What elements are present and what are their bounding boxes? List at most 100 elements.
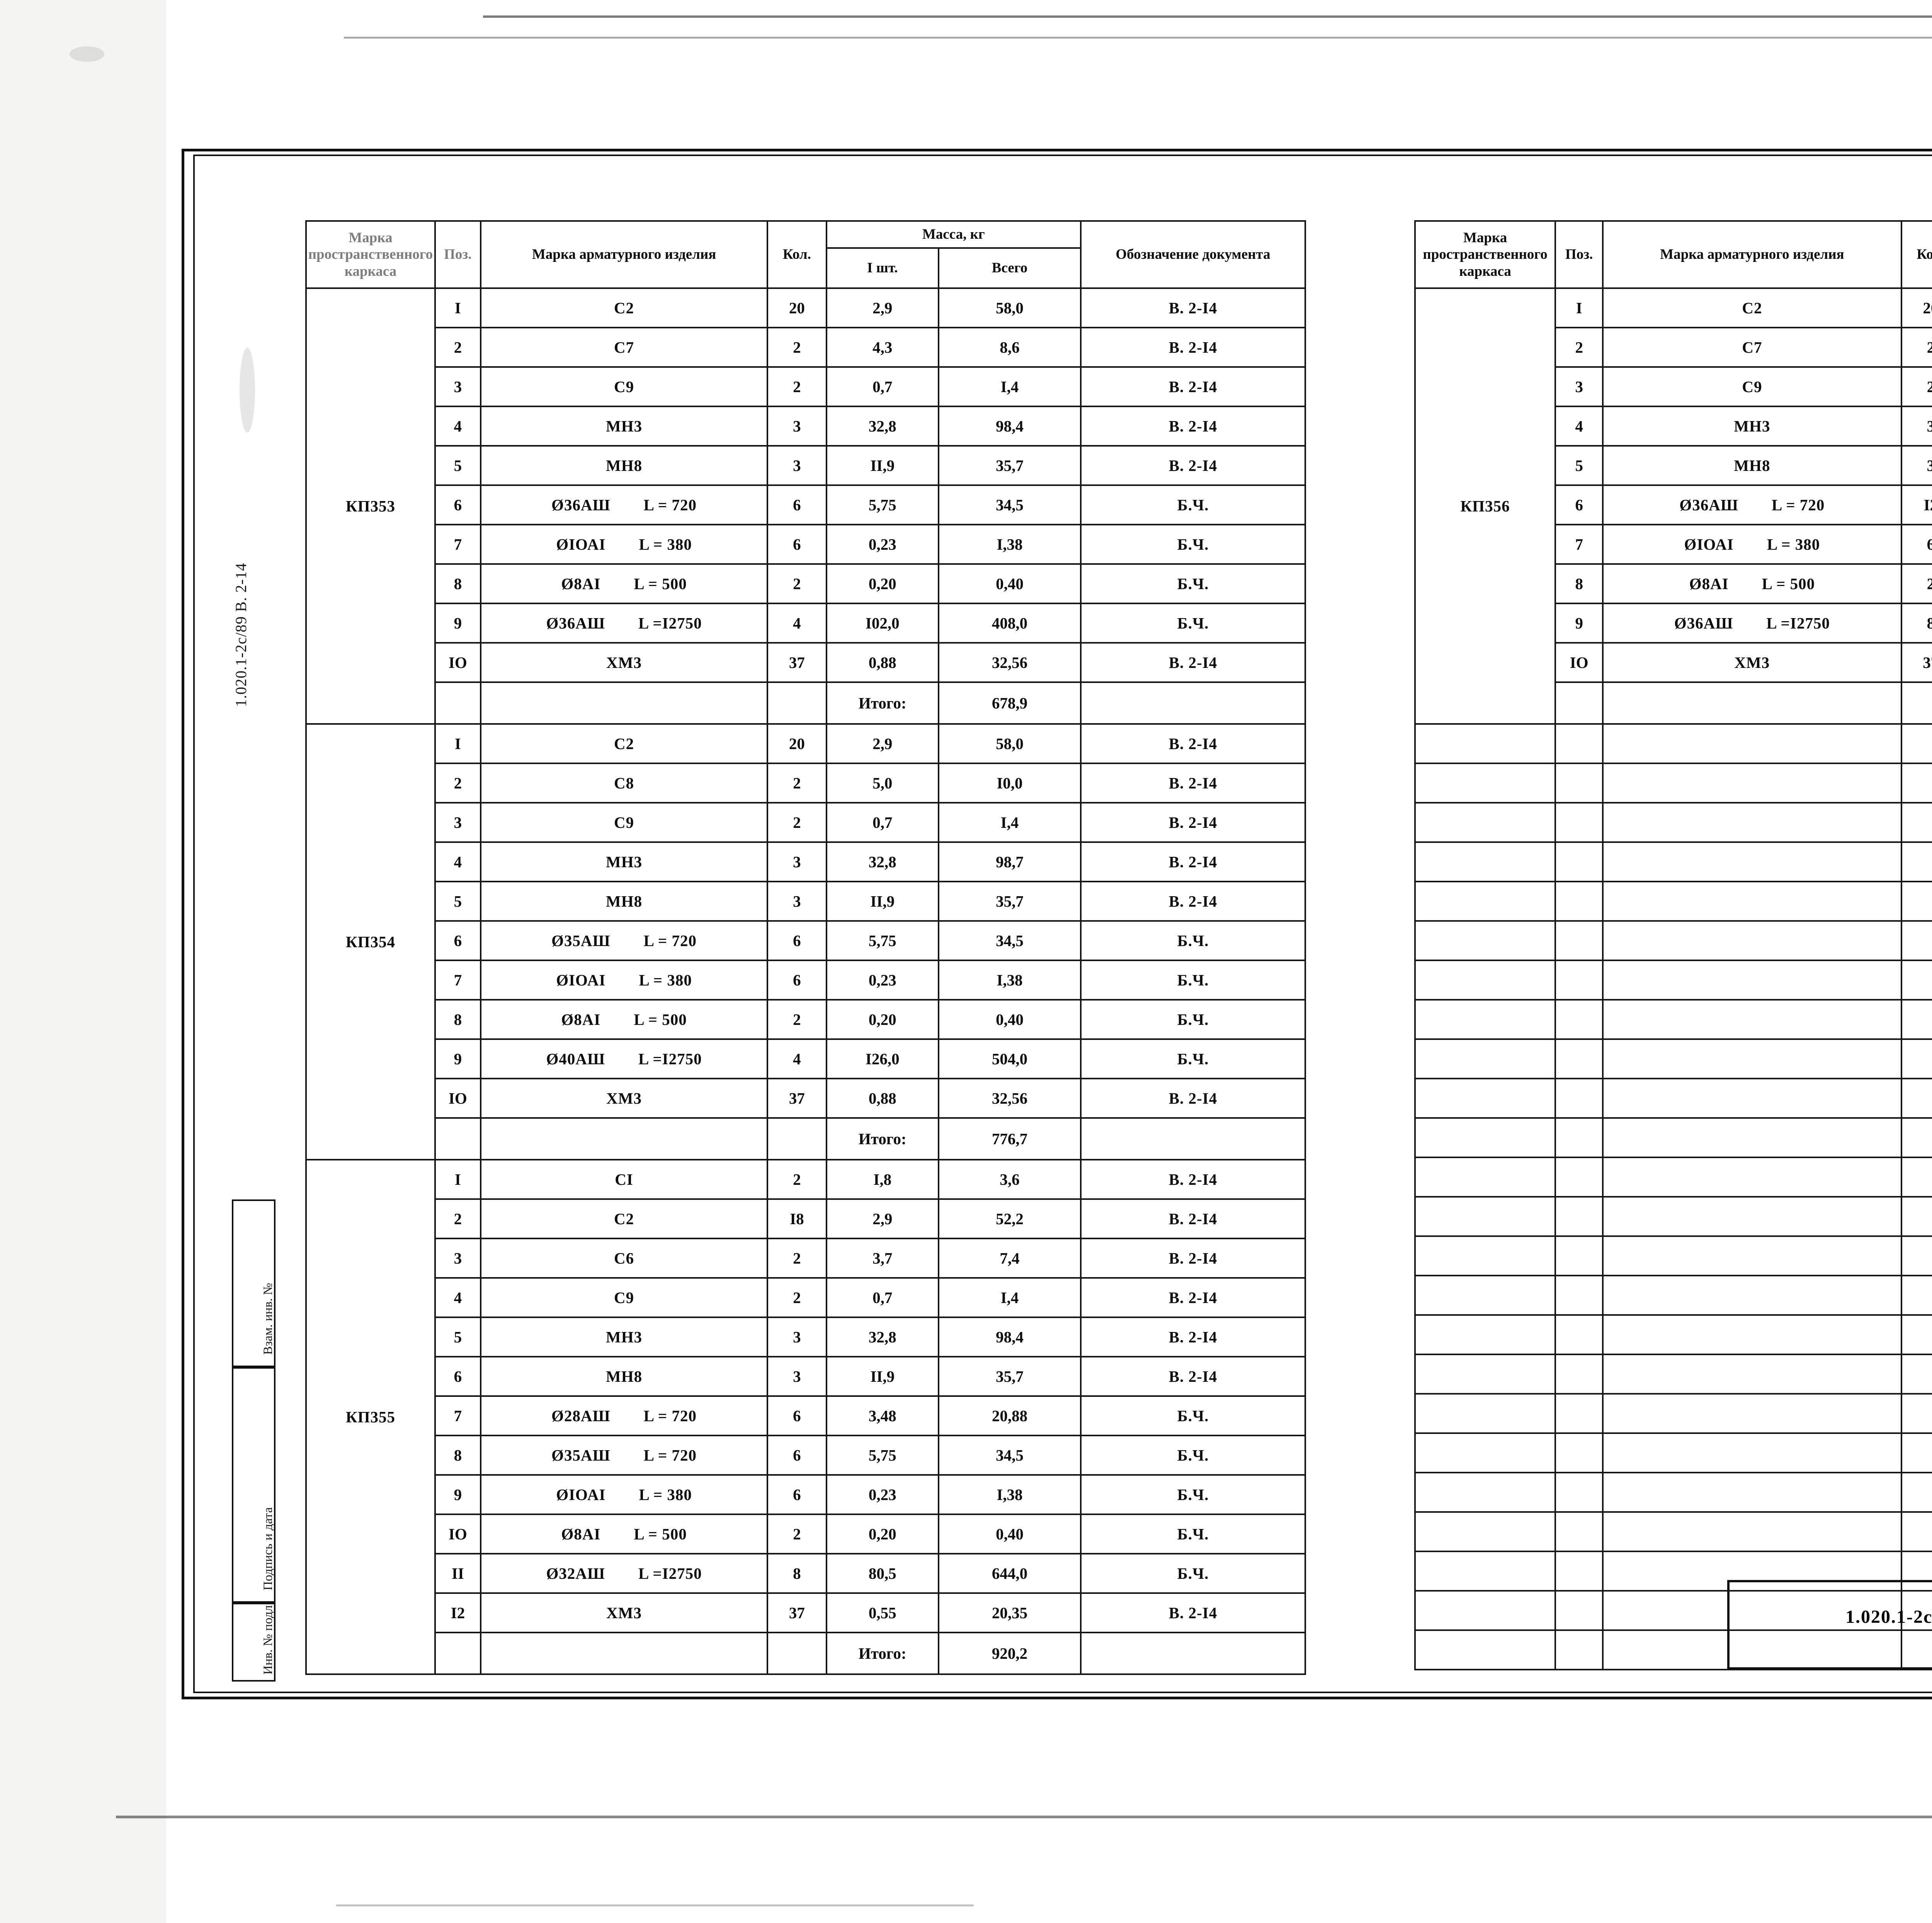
cell-position: 8 <box>1554 563 1604 604</box>
empty-cell <box>1602 841 1902 882</box>
col-header-pos: Поз. <box>434 220 481 289</box>
col-header-pos: Поз. <box>1554 220 1604 289</box>
col-header-mass: Масса, кг <box>825 220 1082 249</box>
col-header-qty: Кол. <box>767 220 827 289</box>
cell-position: I2 <box>434 1592 481 1633</box>
empty-row <box>1414 881 1932 922</box>
cell-position: 3 <box>434 366 481 407</box>
empty-cell <box>1554 1117 1604 1158</box>
table-row: I2 ХМ3 37 0,55 20,35 В. 2-I4 <box>306 1592 1306 1633</box>
empty-cell <box>1414 920 1556 961</box>
empty-cell <box>1602 1235 1902 1276</box>
cell-document: В. 2-I4 <box>1080 1238 1306 1279</box>
cell-mass-one: 0,23 <box>825 960 939 1001</box>
label-box-podpis: Подпись и дата <box>232 1366 276 1604</box>
cell-mass-one: 5,75 <box>825 920 939 961</box>
cell-mass-all: 34,5 <box>937 920 1082 961</box>
empty-cell <box>1414 1038 1556 1079</box>
col-header-mass-all: Всего <box>937 247 1082 289</box>
cell-quantity: 6 <box>767 960 827 1001</box>
empty-cell <box>1602 1511 1902 1552</box>
cell-mass-one: 2,9 <box>825 1198 939 1239</box>
empty-cell <box>1900 841 1932 882</box>
cell-mass-all: 34,5 <box>937 484 1082 525</box>
table-row: КП354 I С2 20 2,9 58,0 В. 2-I4 <box>305 723 1306 1160</box>
cell-mass-one: 0,88 <box>825 1078 939 1119</box>
cell-document: В. 2-I4 <box>1080 327 1306 368</box>
empty-cell <box>1602 1472 1902 1513</box>
cell-mass-all: 58,0 <box>937 723 1082 764</box>
cell-item: МН3 <box>480 1317 769 1357</box>
empty-row <box>1414 723 1932 764</box>
cell-position: 5 <box>434 445 481 486</box>
label-podpis-data: Подпись и дата <box>261 1507 275 1590</box>
cell-item: С8 <box>480 763 769 804</box>
cell-document: В. 2-I4 <box>1080 1317 1306 1357</box>
empty-cell <box>1900 1354 1932 1395</box>
empty-cell <box>1554 1038 1604 1079</box>
cell-position: 4 <box>434 841 481 882</box>
total-spacer-pos <box>434 681 481 725</box>
cell-mass-all: 7,4 <box>937 1238 1082 1279</box>
empty-cell <box>1414 1511 1556 1552</box>
cell-position: 5 <box>1554 445 1604 486</box>
empty-cell <box>1554 1275 1604 1316</box>
cell-item-length: L =I2750 <box>638 614 702 632</box>
cell-item: С2 <box>1602 287 1902 328</box>
cell-document: В. 2-I4 <box>1080 841 1306 882</box>
cell-item: ХМ3 <box>480 1078 769 1119</box>
cell-quantity: 2 <box>767 327 827 368</box>
empty-cell <box>1554 841 1604 882</box>
table-row: 4 МН3 3 32,8 98,7 В. 2-I4 <box>306 841 1306 882</box>
cell-document: В. 2-I4 <box>1080 1592 1306 1633</box>
empty-cell <box>1554 1511 1604 1552</box>
cell-position: 6 <box>434 484 481 525</box>
cell-position: 4 <box>434 1277 481 1318</box>
cell-item-length: L = 720 <box>643 932 697 950</box>
cell-position: IО <box>434 1078 481 1119</box>
empty-cell <box>1414 1157 1556 1198</box>
empty-cell <box>1900 1472 1932 1513</box>
empty-cell <box>1554 1393 1604 1434</box>
total-spacer-pos <box>1554 681 1604 725</box>
empty-cell <box>1554 1196 1604 1237</box>
empty-cell <box>1602 881 1902 922</box>
cell-mass-all: I,4 <box>937 802 1082 843</box>
cell-quantity: I2 <box>1900 484 1932 525</box>
cell-item: Ø36АШ L =I2750 <box>1602 603 1902 644</box>
cell-mass-one: 3,48 <box>825 1395 939 1436</box>
table-row: КП356IС2202,958,0В. 2-I4 <box>1414 287 1932 725</box>
cell-position: 2 <box>434 763 481 804</box>
empty-cell <box>1900 1117 1932 1158</box>
cell-item: МН8 <box>480 1356 769 1397</box>
cell-mass-one: 32,8 <box>825 406 939 447</box>
cell-mass-one: 5,75 <box>825 1435 939 1476</box>
cell-item: МН3 <box>480 406 769 447</box>
empty-cell <box>1602 723 1902 764</box>
cell-item-length: L = 380 <box>1767 535 1820 553</box>
empty-row <box>1414 1314 1932 1355</box>
cell-position: 5 <box>434 881 481 922</box>
empty-cell <box>1554 723 1604 764</box>
empty-cell <box>1602 1393 1902 1434</box>
cell-item-length: L = 720 <box>1771 496 1825 514</box>
cell-mass-one: 0,20 <box>825 563 939 604</box>
col-header-mark: Марка пространственного каркаса <box>305 220 436 289</box>
cell-item: МН3 <box>480 841 769 882</box>
empty-row <box>1414 1590 1932 1631</box>
empty-cell <box>1414 960 1556 1001</box>
col-header-doc: Обозначение документа <box>1080 220 1306 289</box>
table-row: 2 С8 2 5,0 I0,0 В. 2-I4 <box>306 763 1306 804</box>
right-table-head: Марка пространственного каркаса Поз. Мар… <box>1414 220 1932 289</box>
col-header-qty: Кол. <box>1900 220 1932 289</box>
empty-cell <box>1414 881 1556 922</box>
cell-document: В. 2-I4 <box>1080 1277 1306 1318</box>
empty-cell <box>1602 1590 1902 1631</box>
